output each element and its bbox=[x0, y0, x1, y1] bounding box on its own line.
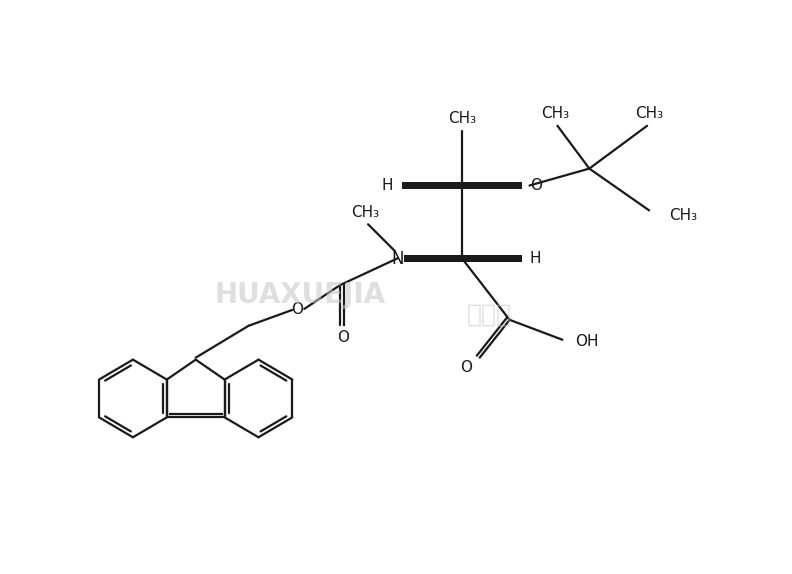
Text: CH₃: CH₃ bbox=[447, 111, 476, 126]
Text: N: N bbox=[392, 250, 404, 268]
Polygon shape bbox=[462, 182, 522, 189]
Text: CH₃: CH₃ bbox=[351, 205, 379, 220]
Text: H: H bbox=[530, 251, 541, 266]
Text: HUAXUEJIA: HUAXUEJIA bbox=[215, 281, 386, 309]
Polygon shape bbox=[402, 182, 462, 189]
Text: O: O bbox=[291, 302, 303, 317]
Text: CH₃: CH₃ bbox=[635, 106, 663, 121]
Text: H: H bbox=[382, 178, 393, 193]
Polygon shape bbox=[462, 255, 522, 262]
Text: O: O bbox=[531, 178, 543, 193]
Text: 化学加: 化学加 bbox=[467, 303, 512, 327]
Text: OH: OH bbox=[575, 334, 599, 349]
Text: O: O bbox=[459, 360, 472, 375]
Text: CH₃: CH₃ bbox=[542, 106, 569, 121]
Text: O: O bbox=[337, 330, 349, 345]
Polygon shape bbox=[404, 255, 462, 262]
Text: CH₃: CH₃ bbox=[669, 208, 697, 223]
